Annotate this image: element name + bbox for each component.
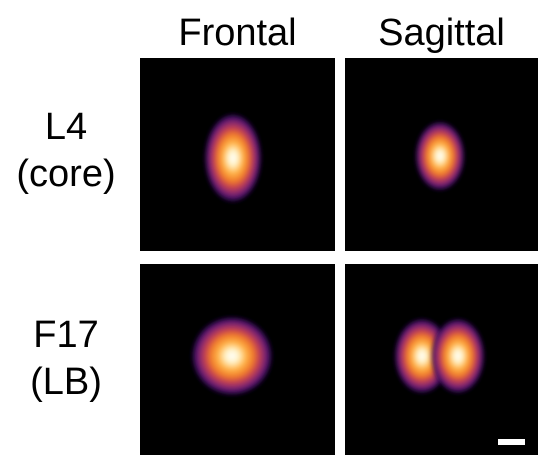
column-header-sagittal: Sagittal [378,12,505,54]
row-label-name: F17 [33,314,99,356]
intensity-map [204,113,262,203]
column-header-frontal: Frontal [178,12,297,54]
row-label-name: L4 [44,106,88,148]
intensity-map [415,121,465,191]
image-panel-l4-frontal [140,58,335,251]
row-label-detail: (core) [16,153,116,195]
intensity-lobe-right [431,318,485,394]
row-label-f17: F17 (LB) [0,312,132,406]
image-panel-f17-frontal [140,264,335,455]
image-panel-l4-sagittal [345,58,538,251]
image-panel-f17-sagittal [345,264,538,455]
intensity-blob [204,113,262,203]
row-label-l4: L4 (core) [0,104,132,198]
intensity-map [191,316,273,396]
intensity-map [394,318,485,394]
intensity-blob [415,121,465,191]
row-label-detail: (LB) [30,361,102,403]
scale-bar [498,439,525,445]
intensity-blob [191,316,273,396]
